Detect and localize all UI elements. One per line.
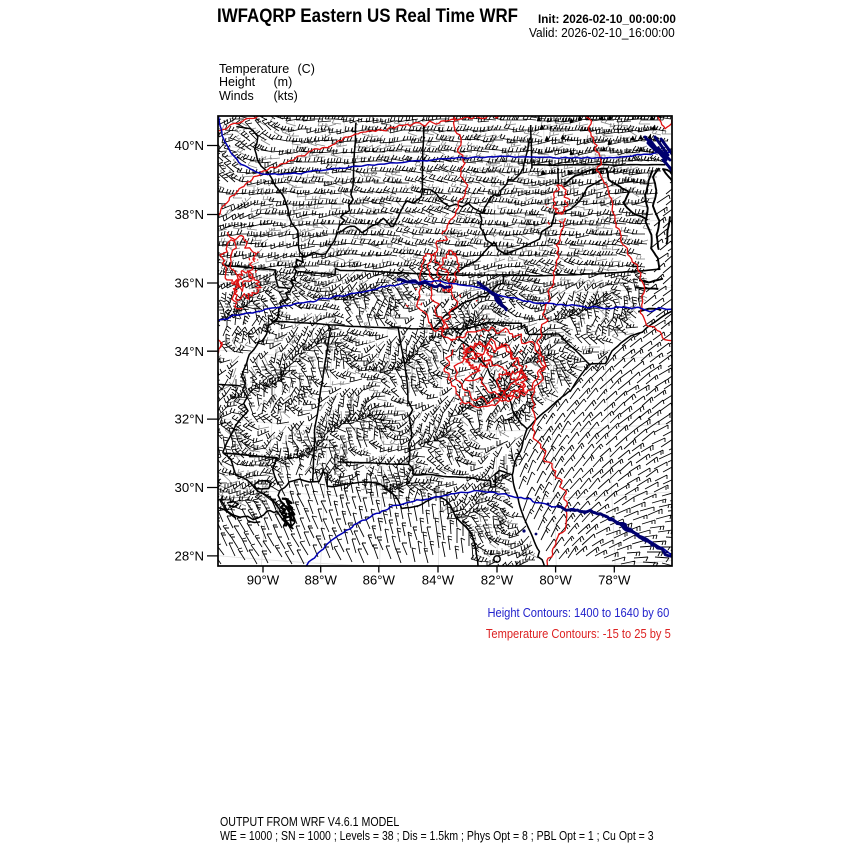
svg-text:90°W: 90°W <box>247 573 280 588</box>
svg-text:30°N: 30°N <box>175 480 204 495</box>
svg-text:80°W: 80°W <box>539 573 572 588</box>
svg-text:38°N: 38°N <box>175 207 204 222</box>
svg-text:28°N: 28°N <box>175 549 204 564</box>
svg-text:36°N: 36°N <box>175 276 204 291</box>
svg-text:40°N: 40°N <box>175 138 204 153</box>
svg-text:82°W: 82°W <box>481 573 514 588</box>
svg-text:34°N: 34°N <box>175 344 204 359</box>
svg-text:32°N: 32°N <box>175 412 204 427</box>
svg-text:84°W: 84°W <box>422 573 455 588</box>
svg-text:86°W: 86°W <box>363 573 396 588</box>
svg-text:78°W: 78°W <box>598 573 631 588</box>
svg-text:88°W: 88°W <box>305 573 338 588</box>
